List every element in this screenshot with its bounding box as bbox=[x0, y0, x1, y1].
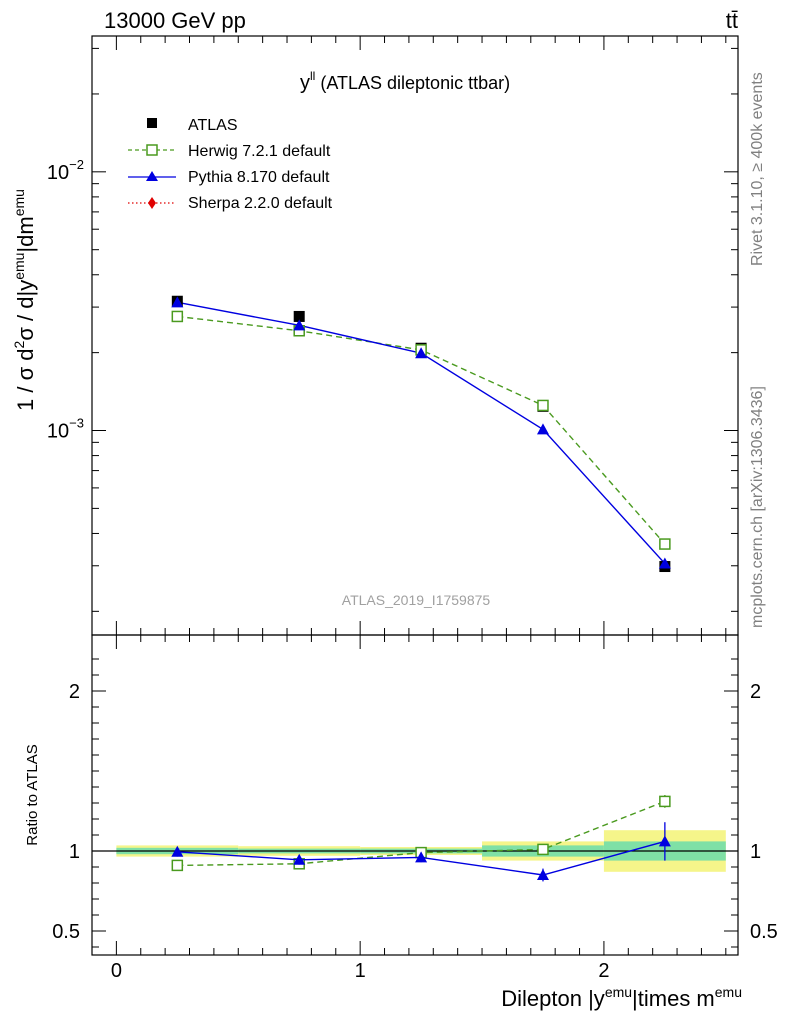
data-point-atlas bbox=[293, 310, 305, 322]
data-point-pythia bbox=[658, 557, 671, 569]
ratio-y-tick-label-right: 1 bbox=[750, 841, 761, 863]
ratio-y-tick-label: 0.5 bbox=[52, 921, 80, 943]
main-panel-title: yll (ATLAS dileptonic ttbar) bbox=[300, 69, 510, 94]
ratio-point-pythia bbox=[293, 853, 306, 865]
data-point-herwig bbox=[171, 310, 184, 323]
ratio-point-pythia bbox=[171, 845, 184, 857]
ratio-y-axis-label: Ratio to ATLAS bbox=[24, 744, 41, 845]
data-point-pythia bbox=[415, 347, 428, 359]
main-y-axis-label: 1 / σ d2σ / d|yemu|dmemu bbox=[11, 189, 38, 411]
series-line-pythia bbox=[177, 301, 666, 565]
ratio-point-pythia bbox=[658, 835, 671, 847]
ratio-data-layer bbox=[171, 795, 671, 882]
main-y-tick-labels: 10−2 10−3 bbox=[47, 157, 84, 443]
legend-marker-pythia bbox=[146, 171, 158, 181]
main-y-tick-label: 10−2 bbox=[47, 157, 84, 184]
series-line-herwig bbox=[177, 315, 666, 545]
data-point-herwig bbox=[537, 399, 549, 412]
ratio-y-tick-label-right: 2 bbox=[750, 681, 761, 703]
main-axis-ticks bbox=[91, 36, 738, 635]
ratio-point-pythia bbox=[415, 851, 428, 863]
ratio-point-herwig bbox=[171, 859, 184, 872]
title-superscript: ll bbox=[310, 69, 315, 83]
ratio-y-tick-label: 1 bbox=[69, 841, 80, 863]
legend-label-herwig: Herwig 7.2.1 default bbox=[188, 143, 331, 160]
ratio-y-tick-labels: 0.5 0.5 1 1 2 2 bbox=[52, 681, 778, 943]
data-point-pythia bbox=[293, 319, 306, 331]
data-point-pythia bbox=[171, 296, 184, 308]
process-label: tt̄ bbox=[726, 8, 738, 33]
ratio-axis-ticks bbox=[91, 635, 738, 955]
x-tick-label: 0 bbox=[111, 960, 122, 982]
title-symbol: y bbox=[300, 72, 310, 94]
legend-marker-herwig bbox=[146, 144, 158, 156]
legend: ATLAS Herwig 7.2.1 default Pythia 8.170 … bbox=[128, 117, 333, 212]
analysis-watermark: ATLAS_2019_I1759875 bbox=[342, 592, 491, 608]
ratio-point-herwig bbox=[659, 795, 671, 808]
ratio-y-tick-label-right: 0.5 bbox=[750, 921, 778, 943]
ratio-y-tick-label: 2 bbox=[69, 681, 80, 703]
x-tick-label: 2 bbox=[598, 960, 609, 982]
legend-label-pythia: Pythia 8.170 default bbox=[188, 169, 330, 186]
mcplots-source-label: mcplots.cern.ch [arXiv:1306.3436] bbox=[749, 386, 766, 628]
ratio-point-pythia bbox=[536, 869, 549, 880]
x-axis-label: Dilepton |yemu|times memu bbox=[501, 984, 742, 1011]
data-point-herwig bbox=[659, 538, 671, 550]
main-data-layer bbox=[171, 295, 671, 573]
main-y-tick-label: 10−3 bbox=[47, 416, 84, 443]
x-tick-label: 1 bbox=[355, 960, 366, 982]
title-rest: (ATLAS dileptonic ttbar) bbox=[315, 73, 510, 93]
legend-marker-sherpa bbox=[148, 197, 156, 209]
legend-label-atlas: ATLAS bbox=[188, 117, 238, 134]
legend-marker-atlas bbox=[147, 118, 157, 128]
ratio-panel-frame bbox=[91, 634, 739, 956]
legend-label-sherpa: Sherpa 2.2.0 default bbox=[188, 195, 333, 212]
ratio-x-tick-labels: 0 1 2 bbox=[111, 960, 610, 982]
data-point-pythia bbox=[536, 423, 549, 435]
rivet-version-label: Rivet 3.1.10, ≥ 400k events bbox=[749, 72, 766, 266]
ratio-point-herwig bbox=[537, 843, 549, 856]
energy-label: 13000 GeV pp bbox=[104, 8, 246, 33]
